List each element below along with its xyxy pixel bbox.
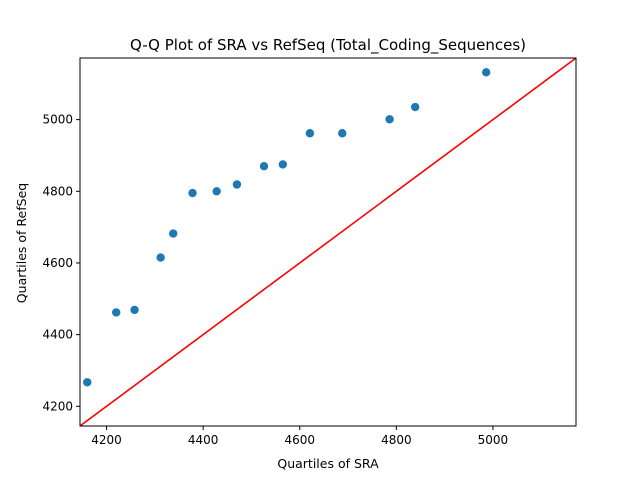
data-point — [212, 187, 221, 196]
data-point — [83, 378, 92, 387]
x-tick-label: 4800 — [381, 433, 412, 447]
data-point — [259, 162, 269, 171]
plot-area: 4200 4400 4600 4800 5000 4200 4400 4600 4800 5000 — [42, 57, 577, 447]
data-point — [305, 129, 315, 138]
data-point — [169, 229, 178, 238]
reference-line — [80, 58, 576, 426]
x-tick-label: 4600 — [284, 433, 315, 447]
data-point — [338, 129, 347, 138]
data-point — [232, 180, 242, 189]
y-tick-label: 4400 — [42, 328, 73, 342]
x-tick-label: 4200 — [91, 433, 122, 447]
data-point — [385, 115, 394, 124]
data-point — [481, 68, 491, 77]
data-point — [156, 253, 165, 262]
chart-title: Q-Q Plot of SRA vs RefSeq (Total_Coding_… — [130, 36, 526, 55]
y-tick-label: 4600 — [42, 256, 73, 270]
data-point — [112, 308, 121, 317]
data-point — [410, 102, 420, 112]
x-tick-label: 5000 — [478, 433, 509, 447]
y-tick-label: 4200 — [42, 399, 73, 413]
data-point — [130, 305, 139, 315]
x-axis-label: Quartiles of SRA — [277, 456, 379, 471]
y-tick-label: 4800 — [42, 184, 73, 198]
axes-frame — [79, 57, 577, 427]
x-tick-label: 4400 — [188, 433, 219, 447]
data-point — [188, 188, 197, 198]
y-tick-label: 5000 — [42, 113, 73, 127]
y-axis-label: Quartiles of RefSeq — [14, 183, 29, 303]
data-point — [278, 160, 288, 169]
